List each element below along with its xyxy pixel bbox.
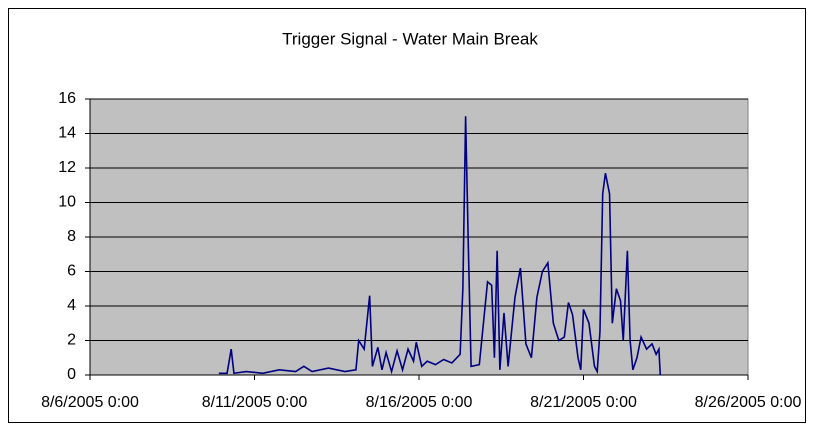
y-tick-label: 12 bbox=[58, 159, 76, 176]
x-tick-label: 8/16/2005 0:00 bbox=[366, 394, 473, 411]
x-tick-label: 8/26/2005 0:00 bbox=[695, 394, 802, 411]
x-tick-label: 8/11/2005 0:00 bbox=[202, 394, 308, 411]
y-tick-label: 4 bbox=[67, 297, 76, 314]
y-tick-label: 8 bbox=[67, 228, 76, 245]
y-tick-label: 14 bbox=[58, 125, 76, 142]
signal-line bbox=[218, 116, 662, 376]
y-tick-label: 10 bbox=[58, 194, 76, 211]
y-tick-label: 6 bbox=[67, 263, 76, 280]
chart-title: Trigger Signal - Water Main Break bbox=[282, 29, 538, 48]
y-tick-label: 0 bbox=[67, 366, 76, 383]
y-tick-label: 16 bbox=[58, 90, 76, 107]
x-tick-label: 8/6/2005 0:00 bbox=[41, 394, 139, 411]
y-tick-label: 2 bbox=[67, 332, 76, 349]
x-tick-label: 8/21/2005 0:00 bbox=[530, 394, 637, 411]
